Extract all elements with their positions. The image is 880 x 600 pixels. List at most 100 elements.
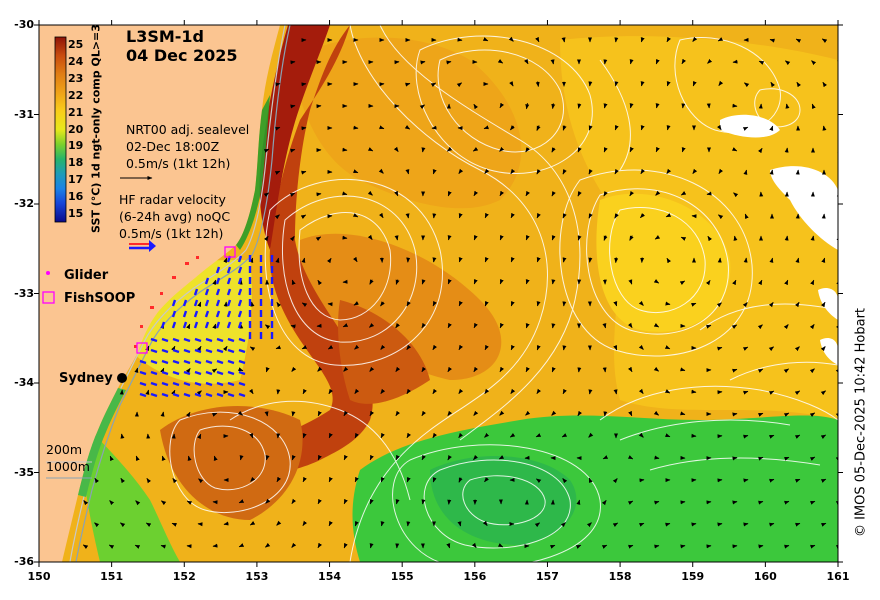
hf-radar-arrow bbox=[216, 370, 224, 376]
velocity-arrow bbox=[263, 192, 270, 198]
y-tick-label: -30 bbox=[14, 18, 34, 31]
velocity-arrow bbox=[848, 39, 851, 41]
velocity-arrow bbox=[302, 388, 307, 395]
velocity-arrow bbox=[744, 82, 750, 88]
velocity-arrow bbox=[706, 500, 712, 505]
velocity-arrow bbox=[457, 521, 462, 527]
sst-eac-core bbox=[259, 25, 330, 250]
depth-200-label: 200m bbox=[46, 442, 83, 457]
velocity-arrow bbox=[588, 477, 593, 484]
velocity-arrow bbox=[837, 147, 838, 153]
hf-radar-arrow bbox=[237, 277, 243, 285]
velocity-arrow bbox=[602, 455, 609, 460]
hf-radar-arrow bbox=[194, 392, 202, 398]
velocity-arrow bbox=[638, 300, 644, 306]
velocity-arrow bbox=[456, 82, 463, 88]
velocity-arrow bbox=[94, 477, 100, 484]
velocity-arrow bbox=[421, 279, 426, 285]
x-tick-label: 152 bbox=[172, 570, 196, 583]
hf-radar-arrow bbox=[139, 381, 147, 387]
velocity-arrow bbox=[562, 388, 567, 395]
velocity-arrow bbox=[716, 124, 722, 131]
velocity-arrow bbox=[458, 257, 463, 263]
velocity-arrow bbox=[198, 478, 204, 484]
velocity-arrow bbox=[717, 522, 723, 527]
velocity-arrow bbox=[380, 521, 385, 527]
velocity-arrow bbox=[795, 257, 800, 263]
velocity-arrow bbox=[239, 455, 244, 461]
velocity-arrow bbox=[758, 544, 764, 549]
velocity-arrow bbox=[134, 544, 141, 549]
velocity-arrow bbox=[446, 543, 451, 549]
hf-radar-arrow bbox=[227, 392, 235, 398]
velocity-arrow bbox=[472, 146, 479, 152]
velocity-arrow bbox=[482, 520, 488, 526]
velocity-arrow bbox=[145, 389, 150, 395]
velocity-arrow bbox=[291, 279, 296, 285]
fishsoop-marker bbox=[224, 246, 236, 258]
velocity-arrow bbox=[681, 103, 686, 109]
velocity-arrow bbox=[250, 301, 255, 307]
velocity-arrow bbox=[212, 323, 217, 329]
velocity-arrow bbox=[732, 500, 738, 505]
hf-radar-arrow bbox=[227, 370, 235, 376]
velocity-arrow bbox=[664, 345, 671, 350]
hf-radar-arrow bbox=[226, 310, 232, 318]
velocity-arrow bbox=[849, 302, 851, 306]
hf-radar-arrow bbox=[193, 310, 199, 318]
velocity-arrow bbox=[732, 103, 738, 108]
velocity-arrow bbox=[757, 412, 764, 417]
velocity-arrow bbox=[627, 455, 634, 460]
hf-radar-arrow bbox=[183, 348, 191, 354]
radar-scale: 0.5m/s (1kt 12h) bbox=[119, 226, 224, 241]
velocity-arrow bbox=[447, 410, 453, 417]
velocity-arrow bbox=[185, 367, 191, 374]
velocity-arrow bbox=[421, 499, 426, 505]
velocity-arrow bbox=[603, 59, 608, 65]
velocity-arrow bbox=[160, 500, 167, 506]
velocity-arrow bbox=[354, 476, 359, 483]
velocity-arrow bbox=[768, 346, 774, 352]
velocity-arrow bbox=[263, 235, 269, 242]
velocity-arrow bbox=[289, 192, 296, 197]
velocity-arrow bbox=[820, 301, 826, 308]
cloud-patch bbox=[820, 338, 838, 365]
velocity-arrow bbox=[717, 478, 723, 483]
hf-radar-arrow bbox=[183, 370, 191, 376]
velocity-arrow bbox=[783, 368, 790, 374]
hf-radar-arrow bbox=[150, 381, 158, 387]
velocity-arrow bbox=[586, 522, 592, 528]
velocity-arrow bbox=[601, 499, 607, 506]
velocity-arrow bbox=[769, 38, 775, 43]
velocity-arrow bbox=[603, 235, 608, 241]
velocity-arrow bbox=[550, 59, 555, 65]
hf-radar-arrow bbox=[171, 310, 177, 318]
velocity-arrow bbox=[291, 542, 297, 548]
velocity-arrow bbox=[681, 58, 687, 65]
hf-radar-arrow bbox=[194, 370, 202, 376]
velocity-arrow bbox=[536, 388, 542, 395]
velocity-arrow bbox=[588, 81, 593, 87]
y-tick-label: -31 bbox=[14, 107, 34, 121]
velocity-arrow bbox=[655, 58, 660, 65]
velocity-arrow bbox=[613, 344, 618, 351]
velocity-arrow bbox=[588, 169, 593, 175]
velocity-arrow bbox=[849, 346, 851, 349]
velocity-arrow bbox=[785, 60, 791, 66]
velocity-arrow bbox=[551, 366, 556, 373]
velocity-arrow bbox=[120, 522, 126, 528]
velocity-arrow bbox=[731, 147, 738, 152]
hf-radar-arrow bbox=[182, 299, 188, 307]
velocity-arrow bbox=[223, 257, 228, 264]
velocity-arrow bbox=[551, 279, 556, 285]
velocity-arrow bbox=[577, 410, 583, 417]
velocity-arrow bbox=[327, 344, 334, 350]
glider-label: Glider bbox=[64, 268, 109, 283]
velocity-arrow bbox=[421, 410, 427, 417]
fishsoop-marker bbox=[136, 342, 148, 354]
velocity-arrow bbox=[380, 432, 385, 439]
colorbar-tick-label: 21 bbox=[68, 105, 84, 119]
velocity-arrow bbox=[265, 455, 270, 461]
velocity-arrow bbox=[525, 366, 530, 373]
velocity-arrow bbox=[342, 235, 348, 240]
